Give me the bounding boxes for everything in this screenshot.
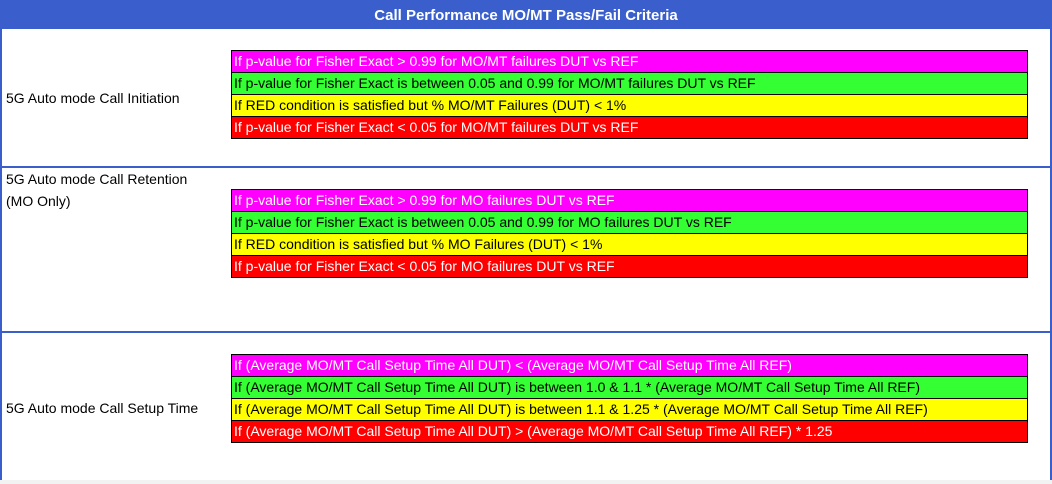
section-divider bbox=[2, 166, 1050, 168]
section-divider bbox=[2, 331, 1050, 333]
criteria-row-red: If (Average MO/MT Call Setup Time All DU… bbox=[232, 421, 1027, 442]
criteria-row-yellow: If (Average MO/MT Call Setup Time All DU… bbox=[232, 399, 1027, 421]
row-label-call-retention-line1: 5G Auto mode Call Retention bbox=[6, 171, 188, 187]
criteria-box-call-retention: If p-value for Fisher Exact > 0.99 for M… bbox=[231, 189, 1028, 278]
sheet-background bbox=[0, 480, 1052, 484]
criteria-row-green: If p-value for Fisher Exact is between 0… bbox=[232, 212, 1027, 234]
criteria-row-red: If p-value for Fisher Exact < 0.05 for M… bbox=[232, 256, 1027, 277]
table-title: Call Performance MO/MT Pass/Fail Criteri… bbox=[2, 2, 1050, 29]
criteria-row-green: If p-value for Fisher Exact is between 0… bbox=[232, 73, 1027, 95]
criteria-row-red: If p-value for Fisher Exact < 0.05 for M… bbox=[232, 117, 1027, 138]
section-call-setup-time: 5G Auto mode Call Setup Time If (Average… bbox=[2, 333, 1050, 482]
row-label-call-initiation: 5G Auto mode Call Initiation bbox=[6, 90, 180, 106]
row-label-call-setup-time: 5G Auto mode Call Setup Time bbox=[6, 400, 199, 416]
criteria-box-call-initiation: If p-value for Fisher Exact > 0.99 for M… bbox=[231, 50, 1028, 139]
section-call-initiation: 5G Auto mode Call Initiation If p-value … bbox=[2, 29, 1050, 166]
criteria-row-magenta: If p-value for Fisher Exact > 0.99 for M… bbox=[232, 51, 1027, 73]
criteria-row-green: If (Average MO/MT Call Setup Time All DU… bbox=[232, 377, 1027, 399]
row-label-call-retention-line2: (MO Only) bbox=[6, 193, 71, 209]
criteria-row-yellow: If RED condition is satisfied but % MO F… bbox=[232, 234, 1027, 256]
criteria-row-magenta: If p-value for Fisher Exact > 0.99 for M… bbox=[232, 190, 1027, 212]
criteria-box-call-setup-time: If (Average MO/MT Call Setup Time All DU… bbox=[231, 354, 1028, 443]
section-call-retention: 5G Auto mode Call Retention (MO Only) If… bbox=[2, 168, 1050, 331]
criteria-row-magenta: If (Average MO/MT Call Setup Time All DU… bbox=[232, 355, 1027, 377]
criteria-row-yellow: If RED condition is satisfied but % MO/M… bbox=[232, 95, 1027, 117]
row-label-call-retention: 5G Auto mode Call Retention (MO Only) bbox=[6, 168, 187, 212]
